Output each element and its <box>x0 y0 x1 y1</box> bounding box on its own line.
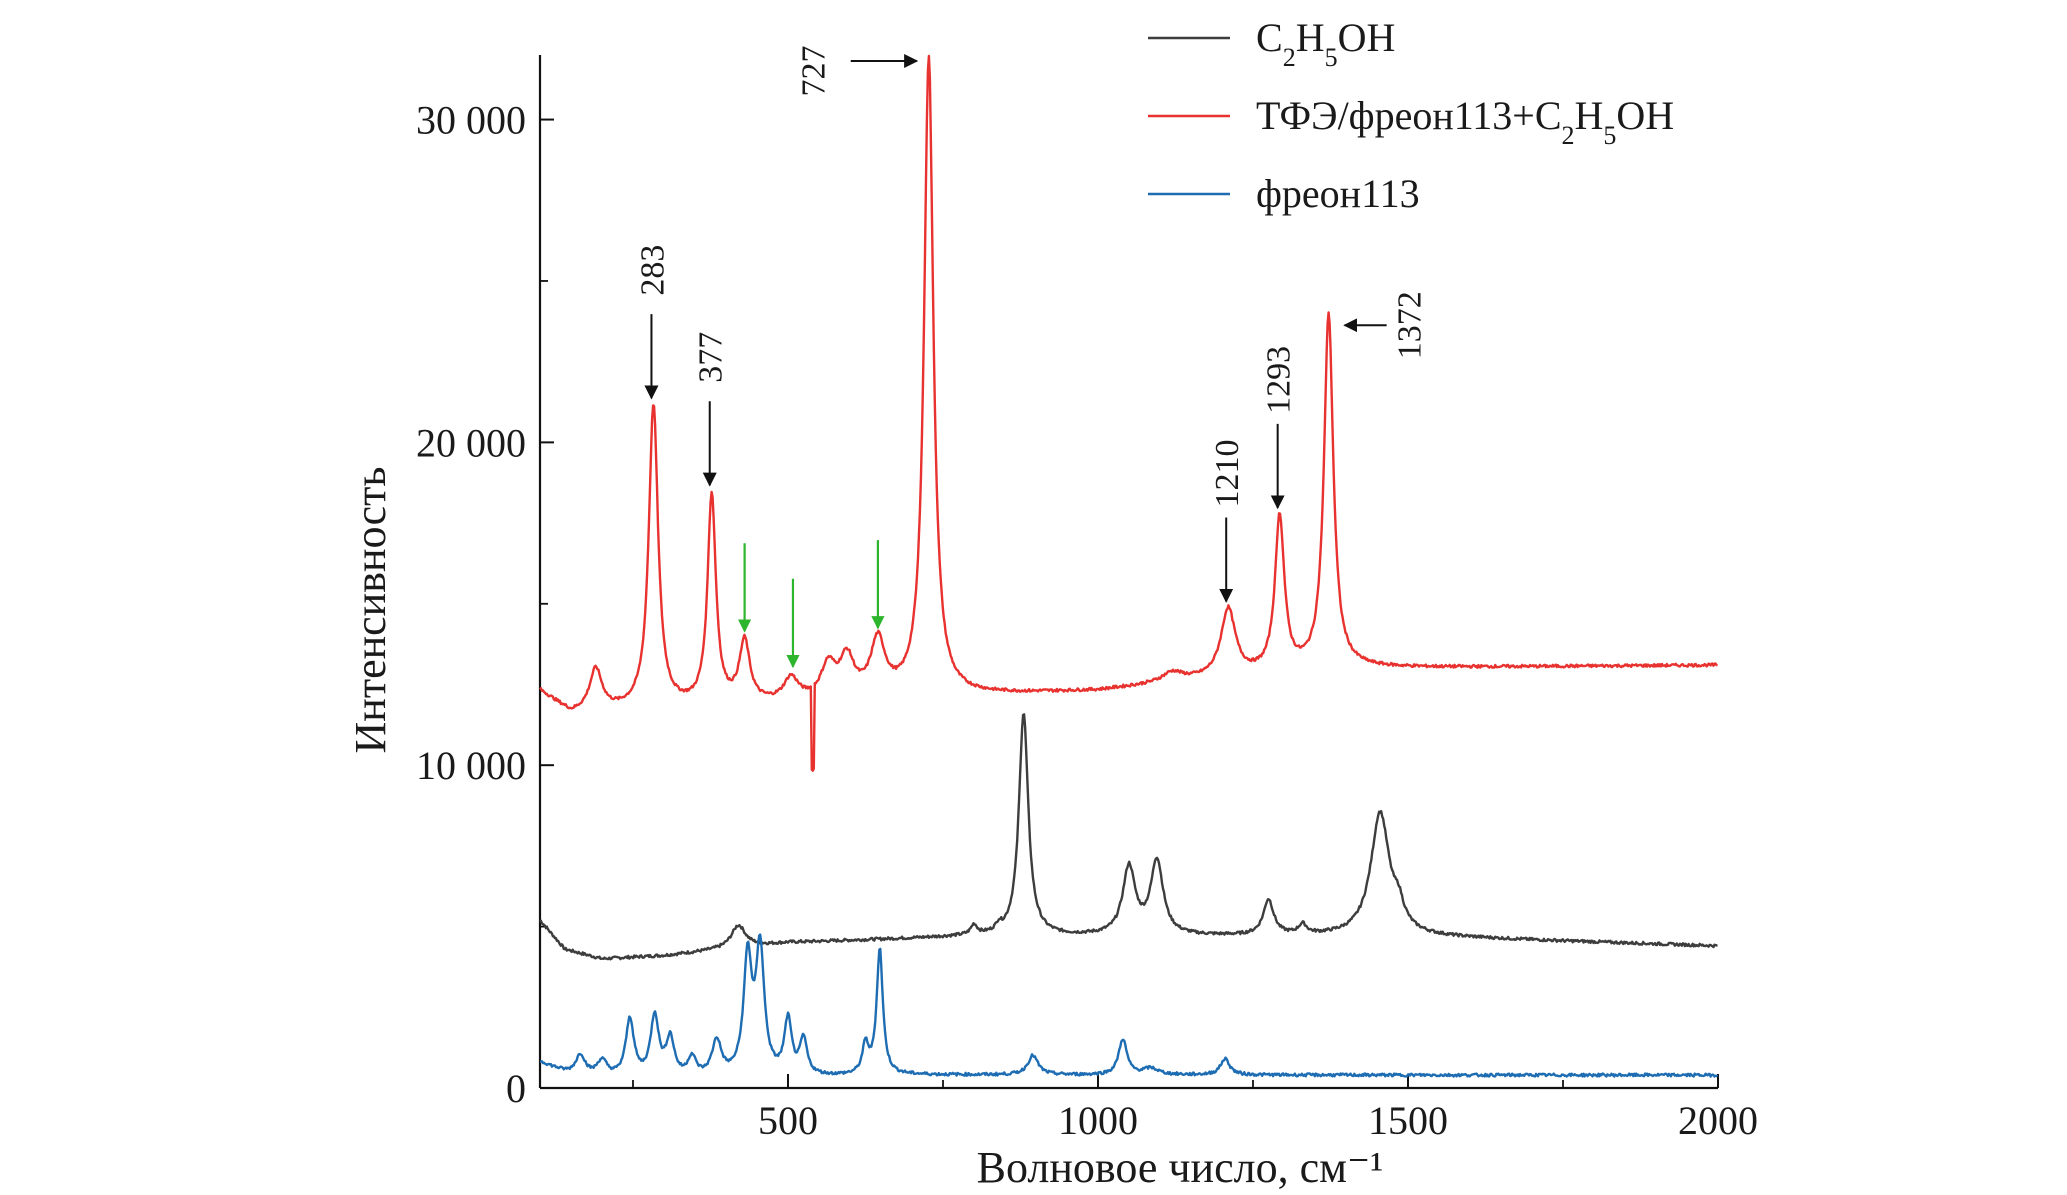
legend-label: C2H5OH <box>1256 15 1395 72</box>
annotation-label: 727 <box>796 46 833 97</box>
annotation-label: 283 <box>634 245 671 296</box>
annotation-label: 377 <box>693 332 730 383</box>
peak-annotation: 1210 <box>1209 439 1246 603</box>
legend-label: фреон113 <box>1256 171 1420 216</box>
series-line-0 <box>539 713 1718 961</box>
peak-annotation: 727 <box>796 46 919 97</box>
peak-annotation: 1372 <box>1343 291 1429 359</box>
annotation-label: 1372 <box>1392 291 1429 359</box>
series-line-2 <box>539 933 1719 1078</box>
x-tick-label: 2000 <box>1678 1098 1758 1143</box>
x-tick-label: 1500 <box>1368 1098 1448 1143</box>
peak-annotation: 1293 <box>1261 346 1298 510</box>
axes: 500 1000 1500 2000 0 10 000 20 000 30 000 <box>416 55 1758 1143</box>
annotation-label: 1210 <box>1209 439 1246 507</box>
annotation-label: 1293 <box>1261 346 1298 414</box>
x-tick-label: 1000 <box>1058 1098 1138 1143</box>
legend-entry: C2H5OH <box>1148 15 1395 72</box>
peak-annotations: 283 377 727 1210 1293 1372 <box>634 46 1429 669</box>
x-tick-label: 500 <box>758 1098 818 1143</box>
legend-label: ТФЭ/фреон113+C2H5OH <box>1256 93 1674 150</box>
legend: C2H5OH ТФЭ/фреон113+C2H5OH фреон113 <box>1148 15 1674 216</box>
legend-entry: ТФЭ/фреон113+C2H5OH <box>1148 93 1674 150</box>
y-tick-label: 30 000 <box>416 98 526 143</box>
series-line-1 <box>539 54 1718 772</box>
y-tick-label: 20 000 <box>416 420 526 465</box>
y-tick-label: 10 000 <box>416 743 526 788</box>
series-lines <box>539 54 1719 1078</box>
y-axis-title: Интенсивность <box>346 467 395 754</box>
y-tick-label: 0 <box>506 1066 526 1111</box>
x-axis-title: Волновое число, см⁻¹ <box>977 1143 1384 1190</box>
peak-annotation: 283 <box>634 245 671 400</box>
peak-annotation: 377 <box>693 332 730 487</box>
legend-entry: фреон113 <box>1148 171 1420 216</box>
